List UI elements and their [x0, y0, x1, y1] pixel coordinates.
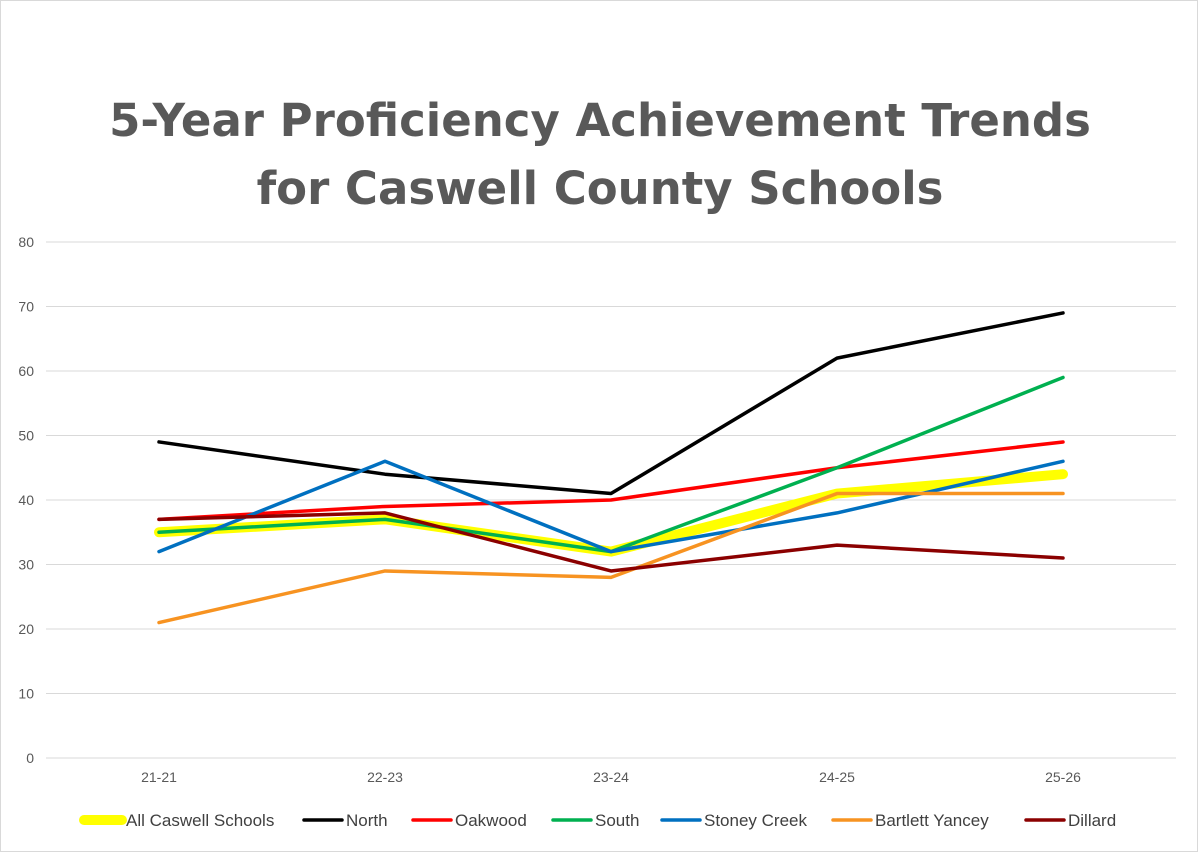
y-tick-label: 30	[18, 557, 34, 573]
legend-item-bartlett-yancey: Bartlett Yancey	[831, 811, 989, 830]
legend-item-stoney-creek: Stoney Creek	[660, 811, 807, 830]
legend-label: Bartlett Yancey	[875, 811, 989, 830]
legend-label: North	[346, 811, 388, 830]
chart-title-line-1: 5-Year Proficiency Achievement Trends	[109, 94, 1091, 147]
y-axis-tick-labels: 0 10 20 30 40 50 60 70 80	[18, 234, 34, 766]
legend: All Caswell Schools North Oakwood South Ston…	[79, 811, 1116, 830]
y-tick-label: 50	[18, 428, 34, 444]
x-tick-label: 25-26	[1045, 769, 1081, 785]
x-tick-label: 23-24	[593, 769, 629, 785]
series-line-stoney-creek	[157, 459, 1065, 554]
y-tick-label: 10	[18, 686, 34, 702]
y-tick-label: 80	[18, 234, 34, 250]
legend-label: Oakwood	[455, 811, 527, 830]
legend-item-north: North	[302, 811, 388, 830]
x-tick-label: 24-25	[819, 769, 855, 785]
x-axis-tick-labels: 21-21 22-23 23-24 24-25 25-26	[141, 769, 1081, 785]
series-line-bartlett-yancey	[157, 491, 1065, 625]
series-line-north	[157, 311, 1065, 496]
x-tick-label: 22-23	[367, 769, 403, 785]
legend-label: All Caswell Schools	[126, 811, 274, 830]
y-tick-label: 0	[26, 750, 34, 766]
series-line-oakwood	[157, 440, 1065, 522]
y-tick-label: 60	[18, 363, 34, 379]
series-lines	[154, 311, 1068, 625]
y-tick-label: 70	[18, 299, 34, 315]
series-line-south	[157, 375, 1065, 554]
legend-item-south: South	[551, 811, 639, 830]
y-tick-label: 40	[18, 492, 34, 508]
legend-label: South	[595, 811, 639, 830]
legend-label: Stoney Creek	[704, 811, 807, 830]
y-tick-label: 20	[18, 621, 34, 637]
legend-label: Dillard	[1068, 811, 1116, 830]
chart-title-line-2: for Caswell County Schools	[257, 162, 944, 215]
series-line-dillard	[157, 511, 1065, 573]
legend-item-oakwood: Oakwood	[411, 811, 527, 830]
x-tick-label: 21-21	[141, 769, 177, 785]
legend-item-dillard: Dillard	[1024, 811, 1116, 830]
legend-item-all-caswell-schools: All Caswell Schools	[79, 811, 274, 830]
